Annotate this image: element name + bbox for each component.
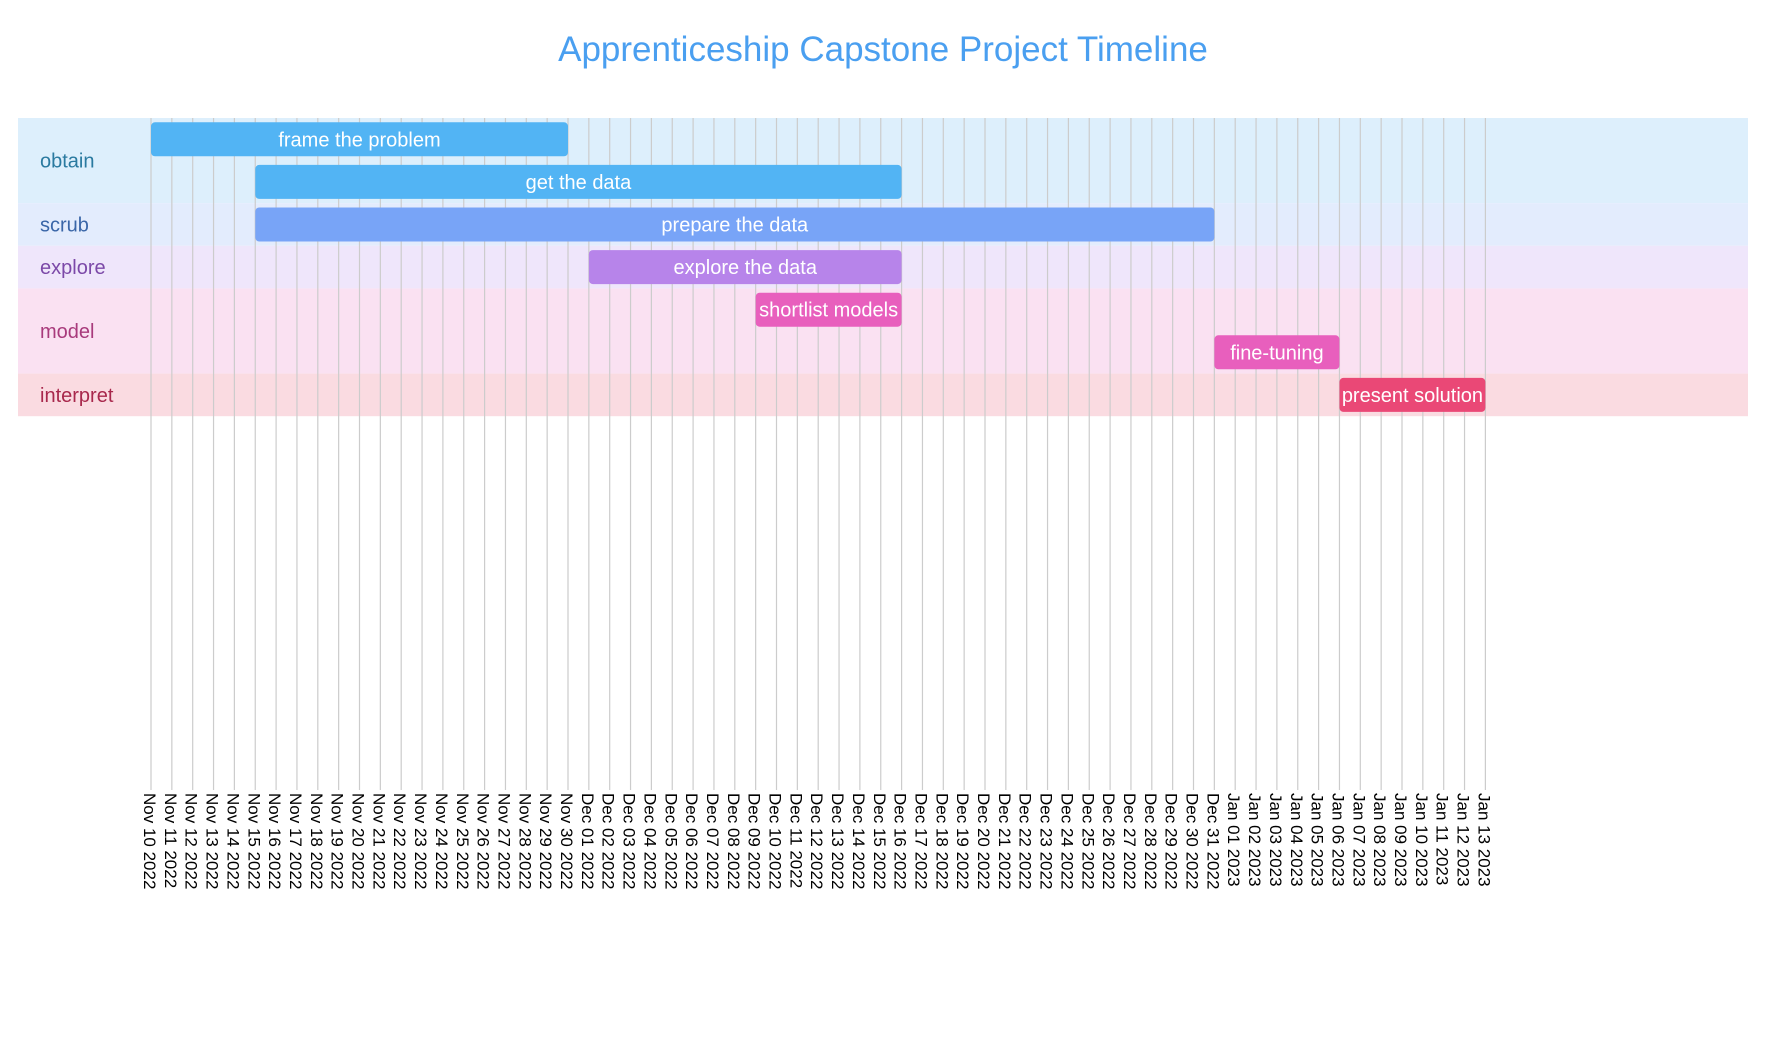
x-tick-label: Jan 09 2023: [1391, 793, 1410, 887]
section-label-model: model: [40, 321, 94, 343]
task-bar-get-the-data: [255, 164, 902, 199]
x-tick-label: Dec 18 2022: [932, 793, 951, 889]
task-label-frame-the-problem: frame the problem: [278, 129, 440, 151]
x-tick-label: Dec 28 2022: [1141, 793, 1160, 889]
x-tick-label: Jan 12 2023: [1454, 793, 1473, 887]
x-tick-label: Dec 07 2022: [703, 793, 722, 889]
task-label-prepare-the-data: prepare the data: [661, 215, 809, 237]
x-tick-label: Nov 27 2022: [494, 793, 513, 889]
task-bar-prepare-the-data: [255, 207, 1215, 242]
x-tick-label: Dec 12 2022: [807, 793, 826, 889]
x-tick-label: Dec 08 2022: [724, 793, 743, 889]
x-tick-label: Jan 05 2023: [1308, 793, 1327, 887]
x-tick-label: Dec 22 2022: [1016, 793, 1035, 889]
task-bars: frame the problem get the data prepare the…: [151, 122, 1486, 412]
task-bar-frame-the-problem: [151, 122, 568, 157]
x-tick-label: Jan 01 2023: [1224, 793, 1243, 887]
x-tick-label: Dec 10 2022: [766, 793, 785, 889]
x-tick-label: Nov 16 2022: [265, 793, 284, 889]
task-label-present-solution: present solution: [1342, 385, 1483, 407]
x-tick-label: Nov 10 2022: [140, 793, 159, 889]
x-tick-label: Jan 08 2023: [1370, 793, 1389, 887]
x-tick-label: Nov 29 2022: [536, 793, 555, 889]
section-labels: obtain scrub explore model interpret: [40, 151, 114, 407]
x-tick-label: Dec 04 2022: [640, 793, 659, 889]
task-bar-present-solution: [1339, 377, 1486, 412]
x-tick-label: Nov 26 2022: [474, 793, 493, 889]
x-tick-label: Nov 15 2022: [244, 793, 263, 889]
x-tick-label: Dec 16 2022: [891, 793, 910, 889]
section-label-interpret: interpret: [40, 385, 114, 407]
x-tick-label: Dec 05 2022: [661, 793, 680, 889]
x-tick-label: Nov 13 2022: [203, 793, 222, 889]
x-tick-label: Dec 27 2022: [1120, 793, 1139, 889]
x-tick-label: Jan 13 2023: [1474, 793, 1493, 887]
x-tick-label: Nov 12 2022: [182, 793, 201, 889]
x-tick-label: Dec 13 2022: [828, 793, 847, 889]
chart-title: Apprenticeship Capstone Project Timeline: [558, 30, 1208, 69]
x-tick-label: Dec 03 2022: [620, 793, 639, 889]
x-tick-label: Dec 20 2022: [974, 793, 993, 889]
x-tick-label: Jan 10 2023: [1412, 793, 1431, 887]
x-tick-label: Nov 25 2022: [453, 793, 472, 889]
x-tick-label: Dec 01 2022: [578, 793, 597, 889]
x-tick-label: Dec 14 2022: [849, 793, 868, 889]
x-tick-label: Jan 04 2023: [1287, 793, 1306, 887]
x-tick-label: Nov 17 2022: [286, 793, 305, 889]
x-tick-label: Nov 11 2022: [161, 793, 180, 888]
x-tick-label: Dec 24 2022: [1057, 793, 1076, 889]
x-tick-label: Dec 17 2022: [911, 793, 930, 889]
x-tick-label: Jan 07 2023: [1349, 793, 1368, 887]
x-axis-ticks: Nov 10 2022 Nov 11 2022 Nov 12 2022 Nov 13 …: [140, 793, 1493, 889]
x-tick-label: Nov 20 2022: [349, 793, 368, 889]
x-tick-label: Dec 30 2022: [1183, 793, 1202, 889]
x-tick-label: Jan 06 2023: [1328, 793, 1347, 887]
task-label-shortlist-models: shortlist models: [759, 300, 898, 322]
task-bar-explore-the-data: [588, 250, 902, 285]
x-tick-label: Dec 02 2022: [599, 793, 618, 889]
x-tick-label: Nov 18 2022: [307, 793, 326, 889]
x-tick-label: Nov 30 2022: [557, 793, 576, 889]
x-tick-label: Nov 28 2022: [515, 793, 534, 889]
x-tick-label: Dec 29 2022: [1162, 793, 1181, 889]
x-tick-label: Jan 03 2023: [1266, 793, 1285, 887]
x-tick-label: Dec 09 2022: [745, 793, 764, 889]
section-label-explore: explore: [40, 257, 106, 279]
x-tick-label: Dec 11 2022: [786, 793, 805, 888]
x-tick-label: Dec 15 2022: [870, 793, 889, 889]
x-tick-label: Dec 25 2022: [1078, 793, 1097, 889]
x-tick-label: Nov 21 2022: [369, 793, 388, 889]
task-bar-shortlist-models: [755, 292, 902, 327]
x-tick-label: Dec 21 2022: [995, 793, 1014, 889]
section-label-obtain: obtain: [40, 151, 95, 173]
x-tick-label: Nov 23 2022: [411, 793, 430, 889]
x-tick-label: Jan 02 2023: [1245, 793, 1264, 887]
x-tick-label: Dec 19 2022: [953, 793, 972, 889]
x-tick-label: Dec 26 2022: [1099, 793, 1118, 889]
x-tick-label: Nov 14 2022: [223, 793, 242, 889]
task-label-fine-tuning: fine-tuning: [1230, 342, 1323, 364]
x-tick-label: Nov 22 2022: [390, 793, 409, 889]
section-label-scrub: scrub: [40, 215, 89, 237]
task-label-explore-the-data: explore the data: [674, 257, 818, 279]
x-tick-label: Jan 11 2023: [1433, 793, 1452, 885]
task-label-get-the-data: get the data: [526, 172, 633, 194]
task-bar-fine-tuning: [1214, 335, 1340, 370]
x-tick-label: Dec 23 2022: [1037, 793, 1056, 889]
x-tick-label: Nov 19 2022: [328, 793, 347, 889]
x-tick-label: Nov 24 2022: [432, 793, 451, 889]
x-tick-label: Dec 06 2022: [682, 793, 701, 889]
section-band-interpret: [18, 373, 1748, 417]
x-tick-label: Dec 31 2022: [1203, 793, 1222, 889]
